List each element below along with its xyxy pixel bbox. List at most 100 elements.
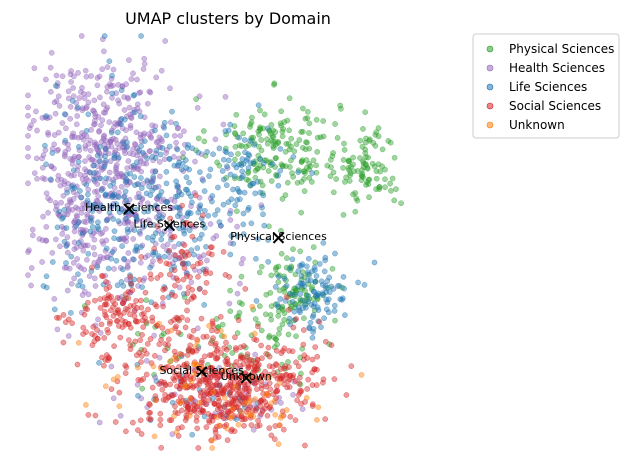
data-point [171, 354, 178, 361]
data-point [258, 385, 265, 392]
data-point [245, 364, 252, 370]
data-point [296, 380, 303, 387]
data-point [75, 134, 82, 141]
data-point [101, 48, 107, 55]
data-point [74, 361, 81, 368]
data-point [99, 238, 106, 244]
data-point [253, 367, 259, 373]
data-point [235, 421, 242, 428]
data-point [152, 301, 159, 308]
data-point [159, 145, 166, 151]
data-point [103, 245, 110, 252]
data-point [271, 398, 278, 404]
centroid-label: Life Sciences [134, 218, 206, 231]
data-point [240, 130, 247, 137]
data-point [155, 193, 162, 200]
data-point [115, 82, 122, 88]
data-point [221, 176, 227, 183]
data-point [173, 139, 179, 146]
data-point [139, 224, 146, 231]
data-point [43, 284, 50, 291]
data-point [296, 137, 303, 143]
data-point [106, 169, 113, 176]
data-point [83, 219, 89, 225]
data-point [123, 127, 129, 134]
data-point [263, 383, 270, 390]
data-point [131, 92, 138, 98]
data-point [159, 325, 166, 331]
data-point [190, 361, 197, 368]
data-point [250, 134, 256, 141]
data-point [133, 216, 140, 223]
data-point [267, 290, 274, 296]
data-point [102, 301, 109, 308]
data-point [188, 247, 195, 253]
data-point [348, 163, 354, 170]
data-point [208, 437, 215, 444]
data-point [73, 244, 80, 251]
data-point [214, 355, 220, 362]
data-point [123, 81, 129, 88]
data-point [101, 295, 108, 301]
data-point [61, 206, 68, 213]
data-point [197, 393, 204, 399]
data-point [223, 182, 230, 189]
data-point [227, 121, 234, 128]
data-point [114, 318, 120, 324]
data-point [287, 373, 294, 379]
data-point [338, 105, 344, 112]
data-point [206, 417, 212, 424]
data-point [101, 33, 108, 39]
data-point [176, 155, 182, 162]
data-point [280, 126, 286, 132]
data-point [241, 137, 248, 143]
data-point [162, 347, 168, 354]
data-point [74, 104, 81, 111]
data-point [101, 163, 108, 170]
data-point [111, 266, 117, 272]
data-point [236, 142, 243, 149]
data-point [185, 260, 192, 267]
data-point [312, 267, 318, 273]
data-point [189, 233, 196, 240]
data-point [134, 318, 141, 325]
data-point [157, 151, 164, 158]
data-point [88, 127, 94, 133]
data-point [281, 275, 288, 282]
data-point [102, 158, 109, 164]
data-point [121, 107, 128, 113]
data-point [318, 278, 325, 285]
data-point [298, 129, 305, 135]
data-point [146, 416, 152, 422]
data-point [372, 131, 379, 138]
centroid-layer: Health Sciences Life Sciences Physical Sci… [85, 201, 327, 384]
data-point [202, 207, 208, 214]
data-point [328, 164, 334, 171]
data-point [180, 150, 186, 156]
data-point [310, 157, 317, 164]
data-point [34, 175, 40, 182]
data-point [137, 134, 144, 141]
data-point [213, 370, 220, 377]
data-point [99, 117, 106, 124]
data-point [116, 323, 122, 329]
data-point [243, 143, 249, 150]
data-point [205, 410, 212, 417]
data-point [84, 213, 91, 220]
data-point [151, 245, 158, 252]
data-point [189, 199, 195, 206]
data-point [304, 139, 310, 146]
data-point [243, 176, 250, 183]
data-point [219, 373, 226, 380]
data-point [196, 399, 203, 406]
data-point [376, 186, 383, 192]
data-point [25, 180, 31, 187]
data-point [278, 250, 285, 257]
data-point [250, 413, 257, 420]
data-point [210, 151, 216, 158]
data-point [75, 154, 82, 160]
series-unknown [75, 303, 365, 451]
data-point [132, 142, 139, 148]
data-point [366, 176, 373, 183]
data-point [169, 108, 175, 115]
